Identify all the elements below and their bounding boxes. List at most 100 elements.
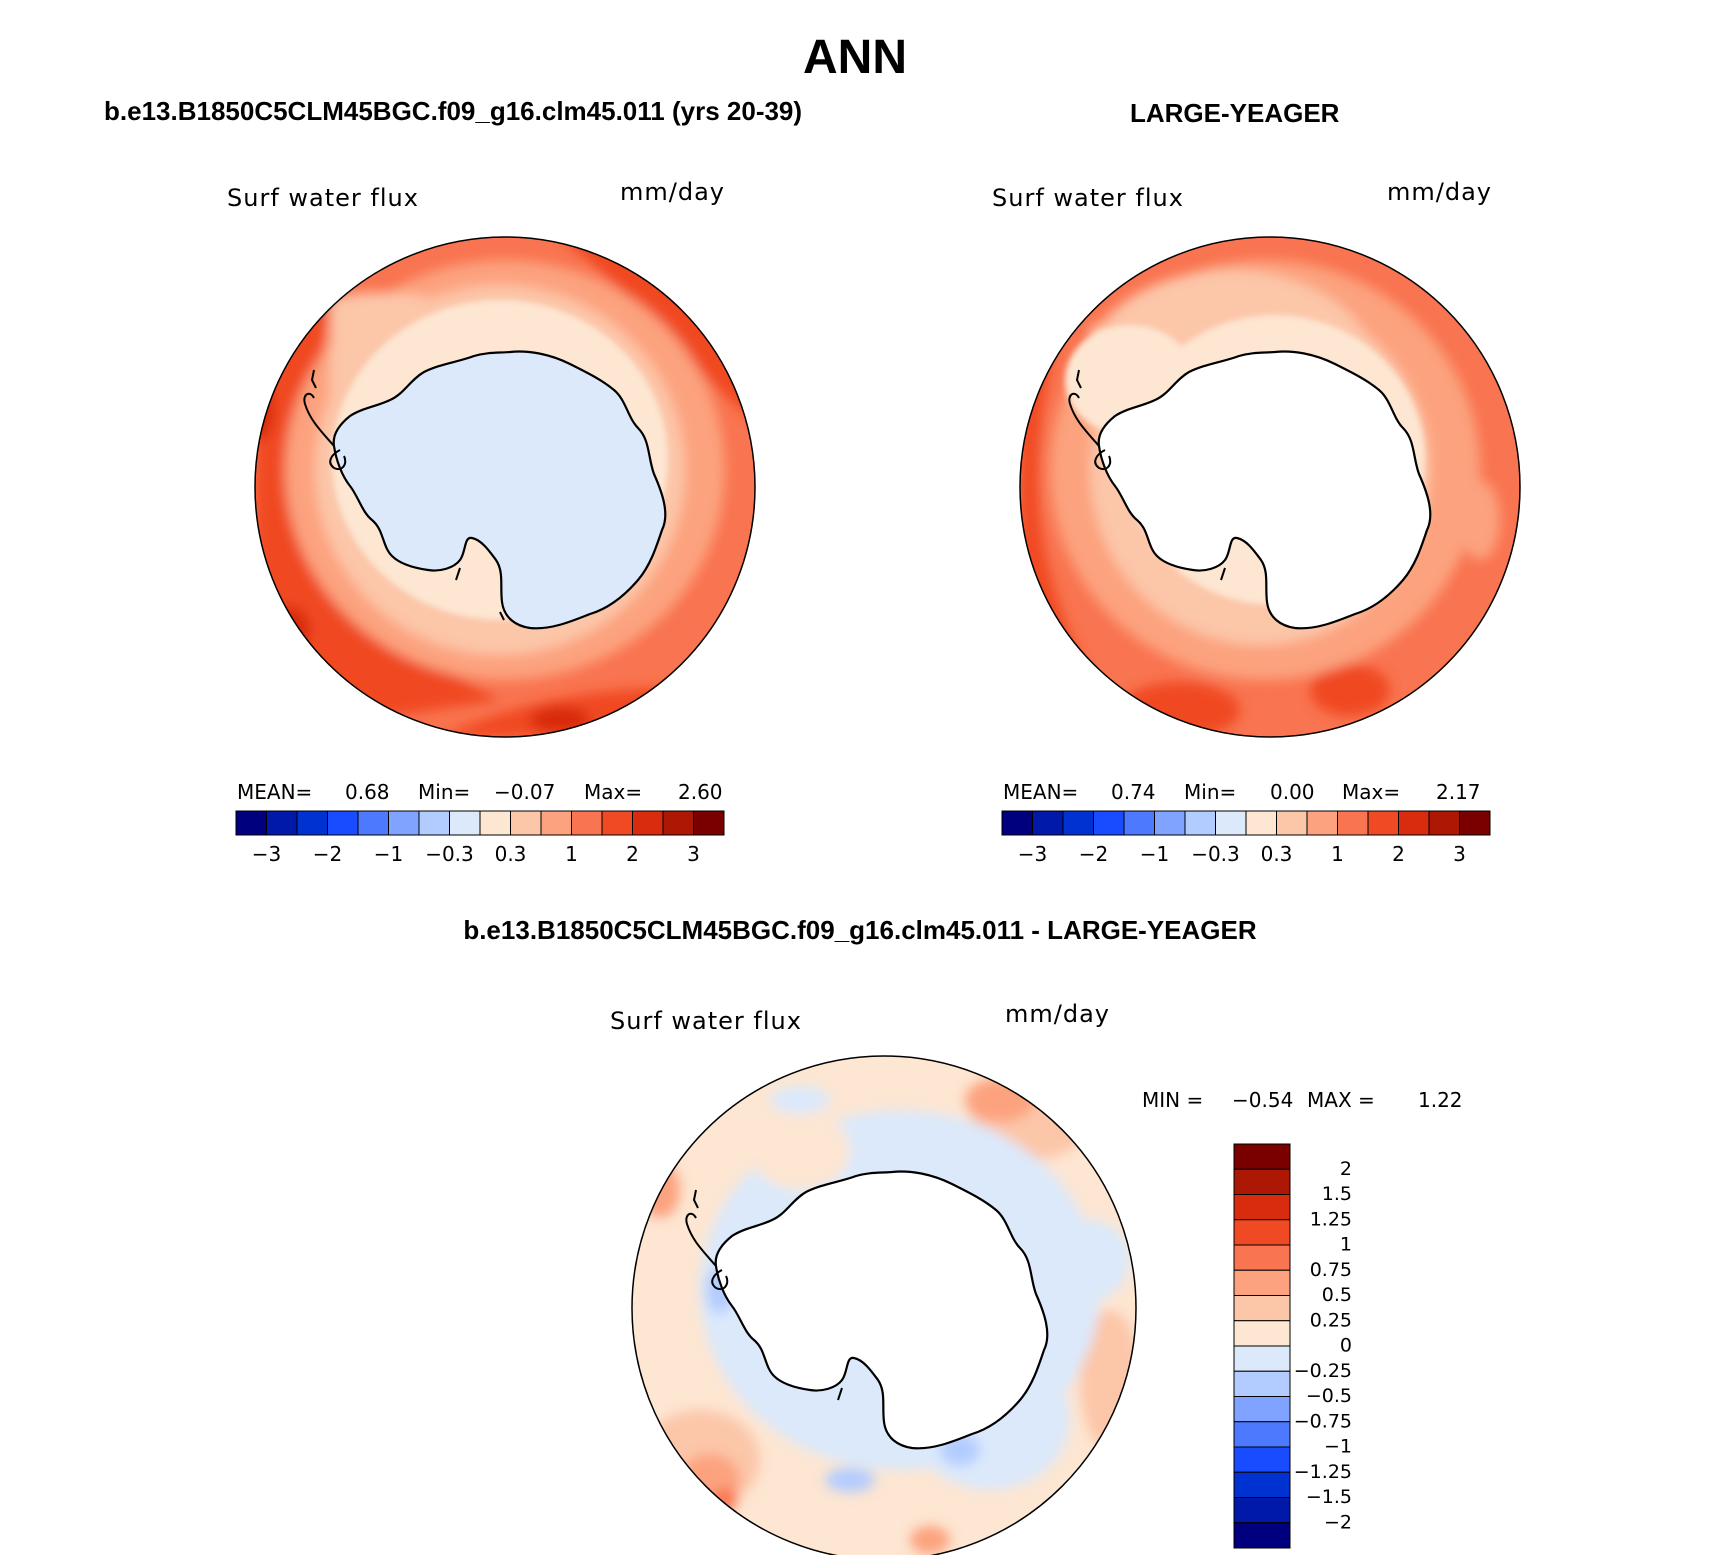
panel3-colorbar-swatch bbox=[1233, 1446, 1291, 1473]
panel3-colorbar-swatch bbox=[1233, 1219, 1291, 1246]
panel2-colorbar-swatch bbox=[1093, 810, 1125, 836]
panel2-colorbar-swatch bbox=[1459, 810, 1491, 836]
panel3-colorbar-tick-label: −1 bbox=[1324, 1436, 1352, 1458]
panel1-title: b.e13.B1850C5CLM45BGC.f09_g16.clm45.011 … bbox=[104, 96, 803, 126]
panel3-colorbar-tick-label: −1.25 bbox=[1294, 1461, 1352, 1483]
panel1-colorbar-tick-label: 2 bbox=[626, 842, 639, 866]
panel2-mean-value: 0.74 bbox=[1111, 780, 1156, 804]
panel2-colorbar-swatch bbox=[1154, 810, 1186, 836]
panel2-colorbar-swatch bbox=[1428, 810, 1460, 836]
panel3-colorbar-swatch bbox=[1233, 1345, 1291, 1372]
panel2-colorbar-tick-label: 0.3 bbox=[1261, 842, 1293, 866]
panel1-colorbar-swatch bbox=[540, 810, 572, 836]
panel1-colorbar-swatch bbox=[327, 810, 359, 836]
panel2-colorbar-swatch bbox=[1398, 810, 1430, 836]
panel2-colorbar-swatch bbox=[1032, 810, 1064, 836]
panel3-colorbar-tick-label: −0.5 bbox=[1306, 1385, 1352, 1407]
panel2-colorbar-swatch bbox=[1276, 810, 1308, 836]
panel1-colorbar-tick-label: 3 bbox=[687, 842, 700, 866]
panel1-colorbar-swatch bbox=[266, 810, 298, 836]
panel2-colorbar-tick-label: 2 bbox=[1392, 842, 1405, 866]
panel3-colorbar-swatch bbox=[1233, 1320, 1291, 1347]
panel3-colorbar-tick-label: −0.75 bbox=[1294, 1410, 1352, 1432]
panel2-colorbar-tick-label: −1 bbox=[1140, 842, 1169, 866]
panel2-units-label: mm/day bbox=[1387, 178, 1492, 206]
panel3-min-label: MIN = bbox=[1142, 1088, 1204, 1112]
panel1-max-value: 2.60 bbox=[678, 780, 723, 804]
panel3-max-label: MAX = bbox=[1307, 1088, 1375, 1112]
panel3-colorbar-tick-label: −0.25 bbox=[1294, 1360, 1352, 1382]
panel2-max-value: 2.17 bbox=[1436, 780, 1481, 804]
panel3-colorbar: 2 1.5 1.25 1 0.75 0.5 0.25 0 −0.25 −0.5 −0.75 −1 −1.… bbox=[1233, 1143, 1352, 1549]
panel1-mean-label: MEAN= bbox=[237, 780, 313, 804]
panel2-colorbar-swatch bbox=[1337, 810, 1369, 836]
panel2-map bbox=[1019, 236, 1521, 738]
panel1-max-label: Max= bbox=[584, 780, 643, 804]
panel2-variable-label: Surf water flux bbox=[992, 184, 1184, 212]
panel1-colorbar-tick-label: −2 bbox=[313, 842, 342, 866]
panel3-colorbar-tick-label: 0.5 bbox=[1322, 1284, 1352, 1306]
panel3-colorbar-tick-label: 1 bbox=[1340, 1234, 1352, 1256]
panel3-colorbar-swatch bbox=[1233, 1244, 1291, 1271]
panel1-min-label: Min= bbox=[418, 780, 471, 804]
panel1-colorbar-swatch bbox=[571, 810, 603, 836]
panel3-colorbar-swatch bbox=[1233, 1497, 1291, 1524]
panel3-title: b.e13.B1850C5CLM45BGC.f09_g16.clm45.011 … bbox=[463, 915, 1257, 945]
panel1-colorbar-swatch bbox=[357, 810, 389, 836]
panel3-colorbar-swatch bbox=[1233, 1471, 1291, 1498]
figure-title: ANN bbox=[803, 31, 907, 84]
panel2-colorbar-swatch bbox=[1306, 810, 1338, 836]
panel3-colorbar-tick-label: 1.5 bbox=[1322, 1183, 1352, 1205]
panel2-max-label: Max= bbox=[1342, 780, 1401, 804]
panel3-colorbar-tick-label: 0.75 bbox=[1310, 1259, 1352, 1281]
panel1-colorbar-swatch bbox=[449, 810, 481, 836]
panel1-colorbar-tick-label: −3 bbox=[252, 842, 281, 866]
panel3-colorbar-tick-label: 0.25 bbox=[1310, 1309, 1352, 1331]
panel3-colorbar-swatch bbox=[1233, 1421, 1291, 1448]
panel2-colorbar-tick-label: 1 bbox=[1331, 842, 1344, 866]
panel3-colorbar-swatch bbox=[1233, 1194, 1291, 1221]
panel3-colorbar-swatch bbox=[1233, 1370, 1291, 1397]
panel3-colorbar-tick-label: −1.5 bbox=[1306, 1486, 1352, 1508]
panel3-max-value: 1.22 bbox=[1418, 1088, 1463, 1112]
panel1-colorbar-swatch bbox=[662, 810, 694, 836]
panel3-colorbar-swatch bbox=[1233, 1295, 1291, 1322]
panel3-colorbar-swatch bbox=[1233, 1522, 1291, 1549]
panel1-colorbar-swatch bbox=[235, 810, 267, 836]
panel2-colorbar-tick-label: −0.3 bbox=[1191, 842, 1240, 866]
panel2-min-label: Min= bbox=[1184, 780, 1237, 804]
panel2-colorbar-tick-label: −3 bbox=[1018, 842, 1047, 866]
panel3-colorbar-tick-label: 2 bbox=[1340, 1158, 1352, 1180]
panel2-colorbar-tick-label: −2 bbox=[1079, 842, 1108, 866]
panel3-colorbar-tick-label: 0 bbox=[1340, 1335, 1352, 1357]
panel1-colorbar-swatch bbox=[601, 810, 633, 836]
panel1-colorbar: −3 −2 −1 −0.3 0.3 1 2 3 bbox=[235, 810, 725, 866]
panel1-units-label: mm/day bbox=[620, 178, 725, 206]
panel2-colorbar-tick-label: 3 bbox=[1453, 842, 1466, 866]
panel3-colorbar-swatch bbox=[1233, 1269, 1291, 1296]
panel3-colorbar-swatch bbox=[1233, 1396, 1291, 1423]
panel2-min-value: 0.00 bbox=[1270, 780, 1315, 804]
panel2-colorbar-swatch bbox=[1245, 810, 1277, 836]
panel2-colorbar: −3 −2 −1 −0.3 0.3 1 2 3 bbox=[1001, 810, 1491, 866]
panel1-colorbar-swatch bbox=[388, 810, 420, 836]
panel1-colorbar-swatch bbox=[510, 810, 542, 836]
panel1-min-value: −0.07 bbox=[494, 780, 556, 804]
panel1-colorbar-swatch bbox=[418, 810, 450, 836]
panel2-mean-label: MEAN= bbox=[1003, 780, 1079, 804]
panel3-colorbar-swatch bbox=[1233, 1168, 1291, 1195]
panel1-colorbar-tick-label: 1 bbox=[565, 842, 578, 866]
panel1-colorbar-tick-label: −0.3 bbox=[425, 842, 474, 866]
panel2-colorbar-swatch bbox=[1367, 810, 1399, 836]
panel3-colorbar-swatch bbox=[1233, 1143, 1291, 1170]
panel2-colorbar-swatch bbox=[1062, 810, 1094, 836]
panel2-colorbar-swatch bbox=[1001, 810, 1033, 836]
panel1-colorbar-tick-label: 0.3 bbox=[495, 842, 527, 866]
panel1-colorbar-tick-label: −1 bbox=[374, 842, 403, 866]
panel2-title: LARGE-YEAGER bbox=[1130, 98, 1340, 128]
panel1-colorbar-swatch bbox=[632, 810, 664, 836]
panel2-colorbar-swatch bbox=[1184, 810, 1216, 836]
panel3-colorbar-tick-label: 1.25 bbox=[1310, 1208, 1352, 1230]
panel3-map bbox=[631, 1055, 1137, 1555]
